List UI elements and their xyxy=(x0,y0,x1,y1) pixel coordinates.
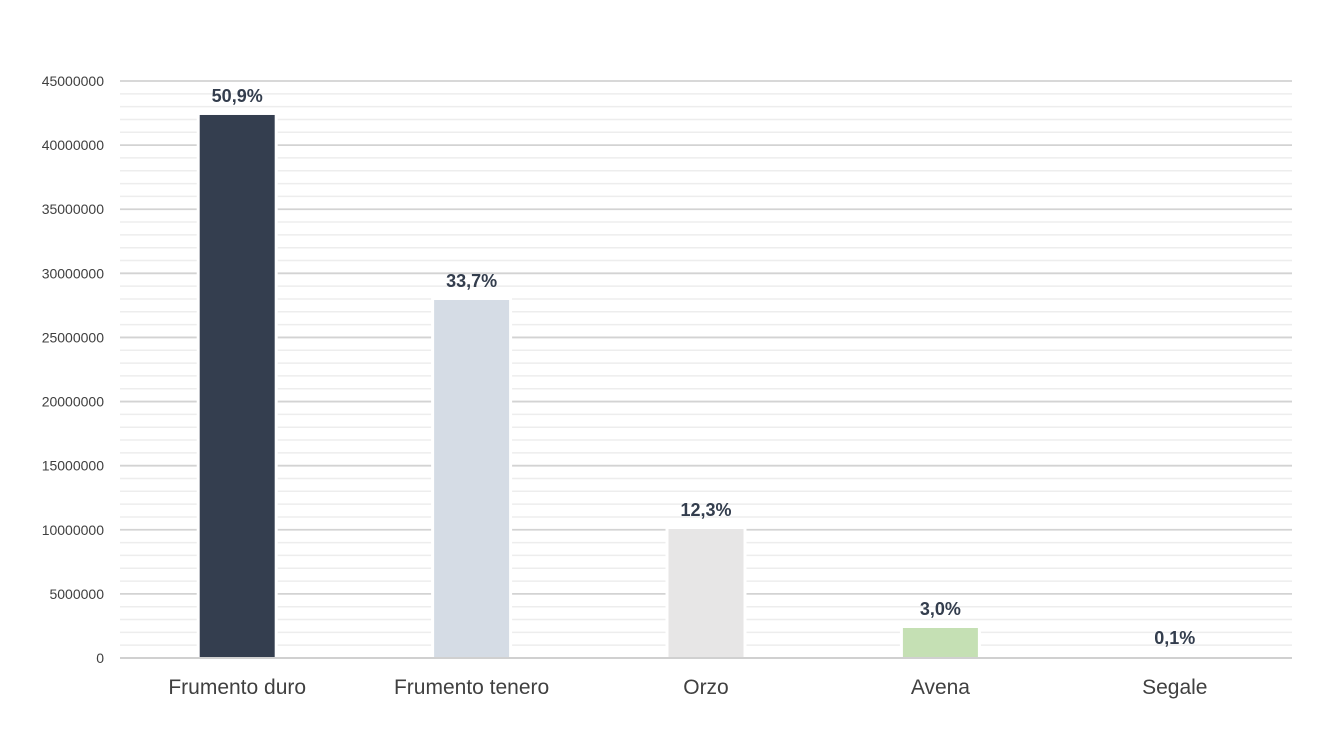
y-tick-label: 5000000 xyxy=(49,586,104,602)
gridlines xyxy=(120,80,1292,659)
bar-gap xyxy=(1134,653,1216,657)
y-tick-label: 30000000 xyxy=(42,265,105,281)
bar-frumento-duro xyxy=(199,114,275,658)
data-label: 50,9% xyxy=(212,86,263,106)
y-tick-label: 35000000 xyxy=(42,201,105,217)
y-tick-label: 25000000 xyxy=(42,329,105,345)
bar-orzo xyxy=(668,529,744,657)
data-label: 0,1% xyxy=(1154,628,1195,648)
x-tick-label: Avena xyxy=(911,676,970,699)
x-axis: Frumento duro Frumento tenero Orzo Avena Seg… xyxy=(120,657,1292,699)
data-label: 33,7% xyxy=(446,271,497,291)
x-tick-label: Orzo xyxy=(683,676,729,699)
bar-frumento-tenero xyxy=(434,300,510,657)
x-tick-label: Frumento duro xyxy=(168,676,306,699)
x-tick-label: Segale xyxy=(1142,676,1207,699)
y-axis: 0 5000000 10000000 15000000 20000000 25000000… xyxy=(42,73,105,666)
data-label: 3,0% xyxy=(920,599,961,619)
data-label: 12,3% xyxy=(680,500,731,520)
y-tick-label: 20000000 xyxy=(42,394,105,410)
y-tick-label: 10000000 xyxy=(42,522,105,538)
y-tick-label: 0 xyxy=(96,650,104,666)
bars: 50,9% 33,7% 12,3% 3,0% 0,1% xyxy=(196,86,1216,658)
y-tick-label: 40000000 xyxy=(42,137,105,153)
y-tick-label: 45000000 xyxy=(42,73,105,89)
y-tick-label: 15000000 xyxy=(42,458,105,474)
x-tick-label: Frumento tenero xyxy=(394,676,549,699)
bar-avena xyxy=(902,627,978,657)
